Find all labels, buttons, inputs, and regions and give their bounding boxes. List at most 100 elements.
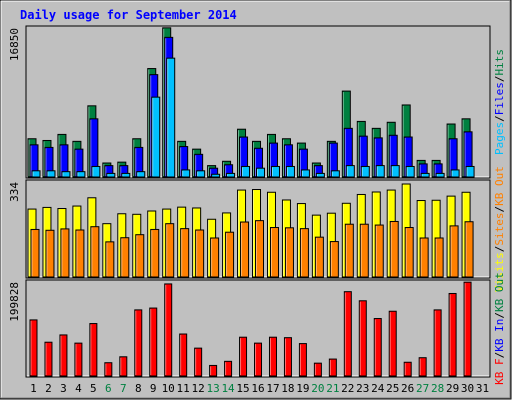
day-label-7: 7: [120, 382, 127, 395]
kbout-bar-day-24-fill: [373, 318, 382, 377]
kbout-bar-day-26-fill: [403, 361, 412, 377]
kbout-bar-day-3: [59, 334, 68, 377]
pages-bar-day-6-fill: [106, 172, 116, 178]
kbout-bar-day-21-fill: [328, 358, 337, 377]
sites-bar-day-12-fill: [195, 229, 205, 278]
labels-layer: 1 2 3 4 5 6 7 8 9 10 11 12 13 14 15 16 17 18 19 20 21 22 23 24 2…: [8, 28, 506, 395]
pages-bar-day-26: [405, 165, 415, 178]
sites-bar-day-8-fill: [135, 234, 145, 278]
pages-bar-day-29: [450, 169, 460, 178]
kbout-bar-day-19: [298, 343, 307, 377]
sites-bar-day-12: [195, 229, 205, 278]
day-label-10: 10: [162, 382, 175, 395]
sites-bar-day-30-fill: [464, 221, 474, 278]
day-label-17: 17: [266, 382, 279, 395]
panel-1-legend-item-3: Hits: [493, 49, 506, 76]
sites-bar-day-20: [314, 236, 324, 278]
pages-bar-day-9: [151, 96, 161, 178]
pages-bar-day-10: [166, 57, 176, 178]
kbout-bar-day-20-fill: [313, 362, 322, 377]
kbout-bar-day-27-fill: [418, 357, 427, 377]
day-label-19: 19: [296, 382, 309, 395]
kbout-bar-day-4-fill: [74, 342, 83, 377]
panel-3-legend: KB F/KB In/KB Out: [493, 272, 506, 385]
sites-bar-day-11: [180, 228, 190, 278]
kbout-bar-day-29: [448, 292, 457, 377]
pages-bar-day-14-fill: [226, 172, 236, 178]
pages-bar-day-6: [106, 172, 116, 178]
kbout-bar-day-27: [418, 357, 427, 377]
kbout-bar-day-2-fill: [44, 341, 53, 377]
pages-bar-day-12: [196, 170, 206, 178]
sites-bar-day-4: [75, 229, 85, 278]
sites-bar-day-10: [165, 223, 175, 278]
kbout-bar-day-2: [44, 341, 53, 377]
kbout-bar-day-23-fill: [358, 300, 367, 377]
sites-bar-day-1: [30, 228, 40, 278]
pages-bar-day-20: [315, 172, 325, 178]
panel-2-max-label: 334: [8, 182, 21, 202]
sites-bar-day-19: [299, 228, 309, 278]
pages-bar-day-29-fill: [450, 169, 460, 178]
pages-bar-day-25-fill: [390, 165, 400, 178]
sites-bar-day-15: [240, 221, 250, 278]
panel-1-legend: Pages/Files/Hits: [493, 49, 506, 155]
panel-2-legend-separator-1: /: [493, 246, 506, 253]
kbout-bar-day-9-fill: [149, 307, 158, 377]
pages-bar-day-11: [181, 169, 191, 178]
pages-bar-day-5: [91, 165, 101, 178]
kbout-bar-day-26: [403, 361, 412, 377]
pages-bar-day-28-fill: [435, 172, 445, 178]
day-label-12: 12: [192, 382, 205, 395]
pages-bar-day-2-fill: [46, 170, 56, 178]
pages-bar-day-21-fill: [330, 170, 340, 178]
sites-bar-day-14: [225, 231, 235, 278]
sites-bar-day-3-fill: [60, 228, 70, 278]
panel-2-legend-item-2: Sites: [493, 212, 506, 245]
sites-bar-day-21-fill: [329, 241, 339, 278]
kbout-bar-day-23: [358, 300, 367, 377]
panel-2-legend-item-1: Visits: [493, 252, 506, 292]
sites-bar-day-29-fill: [449, 225, 459, 278]
sites-bar-day-20-fill: [314, 236, 324, 278]
pages-bar-day-7-fill: [121, 172, 131, 178]
sites-bar-day-16-fill: [255, 220, 265, 278]
day-label-31: 31: [476, 382, 489, 395]
kbout-bar-day-17-fill: [268, 336, 277, 377]
kbout-bar-day-15: [239, 336, 248, 377]
day-label-21: 21: [326, 382, 339, 395]
panel-3-legend-item-1: KB F: [493, 358, 506, 385]
kbout-bar-day-30-fill: [463, 281, 472, 377]
pages-bar-day-8: [136, 171, 146, 178]
pages-bar-day-27: [420, 172, 430, 178]
panel-1-legend-separator-2: /: [493, 76, 506, 83]
sites-bar-day-4-fill: [75, 229, 85, 278]
kbout-bar-day-22: [343, 291, 352, 377]
panel-3-legend-item-3: KB Out: [493, 272, 506, 312]
pages-bar-day-5-fill: [91, 165, 101, 178]
sites-bar-day-7-fill: [120, 237, 130, 278]
sites-bar-day-9-fill: [150, 228, 160, 278]
kbout-bar-day-12-fill: [194, 347, 203, 377]
kbout-bar-day-13: [209, 364, 218, 377]
panel-3-legend-separator-2: /: [493, 312, 506, 319]
kbout-bar-day-21: [328, 358, 337, 377]
panel-1-max-label: 16850: [8, 28, 21, 61]
day-label-13: 13: [206, 382, 219, 395]
pages-bar-day-26-fill: [405, 165, 415, 178]
kbout-bar-day-1: [29, 319, 38, 377]
kbout-bar-day-6: [104, 362, 113, 377]
kbout-bar-day-13-fill: [209, 364, 218, 377]
day-label-6: 6: [105, 382, 112, 395]
sites-bar-day-24: [374, 224, 384, 278]
sites-bar-day-22-fill: [344, 223, 354, 278]
sites-bar-day-11-fill: [180, 228, 190, 278]
pages-bar-day-16-fill: [256, 167, 266, 178]
pages-bar-day-28: [435, 172, 445, 178]
panel-1-legend-item-1: Pages: [493, 122, 506, 155]
sites-bar-day-23-fill: [359, 223, 369, 278]
pages-bar-day-22-fill: [345, 165, 355, 178]
pages-bar-day-12-fill: [196, 170, 206, 178]
kbout-bar-day-17: [268, 336, 277, 377]
